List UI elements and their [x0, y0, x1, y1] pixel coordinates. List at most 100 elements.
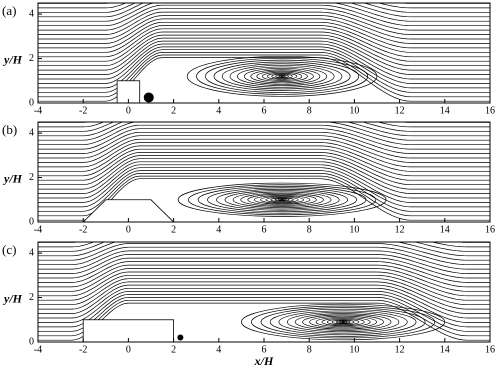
streamline: [38, 31, 490, 62]
x-tick-label: -4: [34, 344, 42, 355]
x-tick-label: 0: [126, 344, 131, 355]
vortex-line: [309, 315, 377, 329]
streamline: [38, 257, 490, 279]
vortex-line: [260, 307, 426, 337]
x-tick-label: 14: [440, 105, 450, 116]
streamline: [38, 246, 490, 266]
x-tick-label: 16: [485, 224, 495, 235]
x-tick-label: 8: [307, 105, 312, 116]
x-tick-label: 12: [395, 344, 405, 355]
streamline: [38, 57, 490, 102]
vortex-line: [278, 198, 287, 201]
vortex-line: [251, 305, 436, 339]
y-axis-label: y/H: [2, 292, 23, 306]
streamline: [38, 131, 490, 154]
vortex-line: [205, 59, 360, 93]
y-tick-label: 4: [29, 247, 34, 258]
obstacle: [82, 199, 175, 222]
streamline: [38, 291, 490, 323]
vortex-line: [243, 67, 321, 85]
x-tick-label: 14: [440, 344, 450, 355]
vortex-line: [265, 196, 299, 203]
streamline: [38, 3, 490, 13]
vortex-line: [207, 187, 358, 213]
streamline: [38, 178, 490, 221]
y-axis-label: y/H: [2, 172, 23, 186]
streamline: [38, 274, 490, 301]
vortex-line: [266, 72, 298, 80]
vortex-line: [335, 320, 351, 324]
x-tick-label: 6: [262, 344, 267, 355]
streamline: [38, 124, 490, 146]
streamline: [38, 135, 490, 159]
vortex-line: [270, 197, 294, 202]
streamline: [38, 49, 490, 89]
x-tick-label: -4: [34, 224, 42, 235]
streamline: [38, 297, 490, 332]
x-tick-label: 10: [349, 105, 359, 116]
streamline: [38, 128, 490, 150]
x-tick-label: 4: [216, 344, 221, 355]
vortex-line: [339, 321, 348, 323]
vortex-line: [315, 316, 371, 328]
streamline: [38, 122, 490, 132]
vortex-line: [237, 66, 328, 87]
vortex-line: [275, 74, 289, 79]
streamline: [38, 161, 490, 194]
streamline: [38, 3, 490, 9]
streamline: [38, 268, 490, 292]
streamline: [38, 25, 490, 53]
vortex-line: [197, 185, 367, 214]
vortex-line: [232, 191, 332, 209]
y-tick-label: 2: [29, 172, 34, 183]
streamline: [38, 148, 490, 177]
y-tick-label: 0: [29, 97, 34, 108]
y-tick-label: 4: [29, 127, 34, 138]
vortex-line: [260, 195, 305, 204]
x-tick-label: 2: [171, 105, 176, 116]
x-tick-label: 8: [307, 224, 312, 235]
streamline: [38, 242, 490, 257]
streamlines: [38, 3, 490, 103]
x-tick-label: -2: [79, 344, 87, 355]
streamline: [38, 122, 490, 141]
streamline: [38, 21, 490, 49]
vortex-line: [261, 71, 303, 81]
streamline: [38, 164, 490, 199]
streamline: [38, 11, 490, 35]
y-tick-label: 2: [29, 292, 34, 303]
x-tick-label: -4: [34, 105, 42, 116]
streamline: [38, 278, 490, 306]
streamline: [38, 264, 490, 288]
vortex-line: [331, 319, 355, 325]
streamline: [38, 170, 490, 208]
streamline: [38, 40, 490, 75]
x-tick-label: -2: [79, 224, 87, 235]
streamline: [38, 299, 490, 337]
vortex-line: [213, 61, 351, 91]
vortex-line: [247, 193, 317, 206]
streamline: [38, 37, 490, 71]
vortex-line: [274, 198, 290, 202]
panel-label: (a): [2, 3, 16, 18]
streamline: [38, 294, 490, 328]
x-tick-label: 8: [307, 344, 312, 355]
streamline: [38, 122, 490, 128]
streamline: [38, 152, 490, 181]
streamline: [38, 122, 490, 137]
x-tick-label: 4: [216, 105, 221, 116]
vortex-line: [271, 73, 293, 79]
corner-vortex: [143, 92, 154, 103]
x-tick-label: 0: [126, 105, 131, 116]
panel: -4 -2 0 2 4 6 8 10 12 14 16 0 2 4 (c) y/H x/H: [2, 241, 495, 366]
x-tick-label: 12: [395, 224, 405, 235]
x-tick-label: -2: [79, 105, 87, 116]
x-tick-label: 2: [171, 224, 176, 235]
streamline: [38, 261, 490, 283]
streamline: [38, 158, 490, 190]
vortex-line: [221, 63, 343, 90]
vortex-line: [294, 313, 392, 331]
x-tick-label: 14: [440, 224, 450, 235]
x-tick-label: 16: [485, 105, 495, 116]
